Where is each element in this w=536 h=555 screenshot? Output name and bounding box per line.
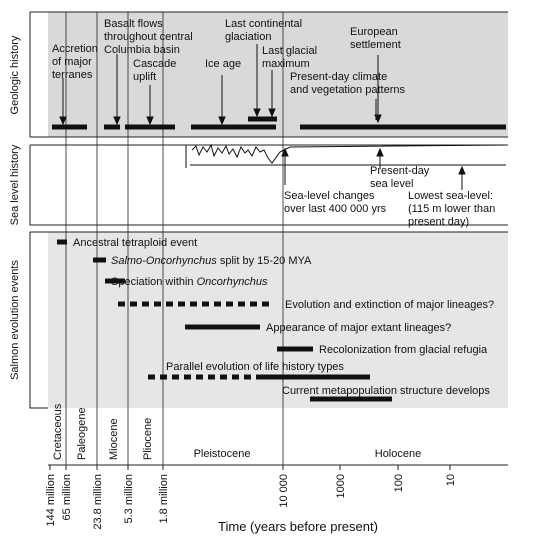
- event-text: Appearance of major extant lineages?: [266, 322, 451, 334]
- geologic-label: glaciation: [225, 31, 271, 43]
- sea-level-label: Sea-level changes: [284, 190, 375, 202]
- sea-level-label: (115 m lower than: [408, 203, 495, 215]
- event-label: Parallel evolution of life history types: [166, 361, 344, 373]
- geologic-label: Ice age: [205, 58, 241, 70]
- tick-label: 65 million: [61, 474, 73, 520]
- geologic-label: European: [350, 26, 398, 38]
- tick-label: 1000: [335, 474, 347, 498]
- event-label: Ancestral tetraploid event: [73, 237, 197, 249]
- geologic-panel: [48, 12, 508, 137]
- epoch-label: Holocene: [375, 448, 421, 460]
- epoch-label: Pleistocene: [194, 448, 251, 460]
- panel-label: Sea level history: [9, 144, 21, 225]
- tick-label: 144 million: [45, 474, 57, 527]
- tick-label: 1.8 million: [158, 474, 170, 524]
- tick-label: 10: [445, 474, 457, 486]
- event-text: Current metapopulation structure develop…: [282, 385, 490, 397]
- tick-label: 10 000: [278, 474, 290, 508]
- event-text: Salmo-Oncorhynchus: [111, 255, 217, 267]
- geologic-label: Accretion: [52, 43, 98, 55]
- epoch-label: Pliocene: [142, 418, 154, 460]
- event-label: Evolution and extinction of major lineag…: [285, 299, 494, 311]
- sea-level-label: present day): [408, 216, 469, 228]
- event-text: split by 15-20 MYA: [217, 255, 312, 267]
- event-label: Speciation within Oncorhynchus: [111, 276, 268, 288]
- event-label: Appearance of major extant lineages?: [266, 322, 451, 334]
- geologic-label: Last glacial: [262, 45, 317, 57]
- epoch-label: Paleogene: [76, 407, 88, 460]
- event-bars: [57, 239, 392, 402]
- geologic-label: settlement: [350, 39, 401, 51]
- event-text: Speciation within: [111, 276, 194, 288]
- tick-label: 23.8 million: [92, 474, 104, 530]
- axis-title: Time (years before present): [218, 519, 378, 534]
- event-label: Recolonization from glacial refugia: [319, 344, 488, 356]
- frames: [29, 11, 508, 470]
- sea-level-label: sea level: [370, 178, 413, 190]
- event-label: Current metapopulation structure develop…: [282, 385, 490, 397]
- geologic-label: of major: [52, 56, 92, 68]
- geologic-label: uplift: [133, 71, 156, 83]
- tick-label: 5.3 million: [123, 474, 135, 524]
- geologic-label: Cascade: [133, 58, 176, 70]
- event-text: Parallel evolution of life history types: [166, 361, 344, 373]
- sea-level-label: Lowest sea-level:: [408, 190, 493, 202]
- geologic-label: Columbia basin: [104, 44, 180, 56]
- geologic-label: Basalt flows: [104, 18, 163, 30]
- geologic-label: Last continental: [225, 18, 302, 30]
- panel-label: Salmon evolution events: [9, 260, 21, 380]
- event-label: Salmo-Oncorhynchus split by 15-20 MYA: [111, 255, 312, 267]
- event-text: Evolution and extinction of major lineag…: [285, 299, 494, 311]
- geologic-label: terranes: [52, 69, 93, 81]
- geologic-bars: [52, 116, 506, 130]
- geologic-label: maximum: [262, 58, 310, 70]
- event-text: Ancestral tetraploid event: [73, 237, 197, 249]
- geologic-label: throughout central: [104, 31, 193, 43]
- sea-level-label: Present-day: [370, 165, 430, 177]
- epoch-label: Cretaceous: [52, 403, 64, 460]
- event-text: Recolonization from glacial refugia: [319, 344, 488, 356]
- geologic-label: Present-day climate: [290, 71, 387, 83]
- sea-level-label: over last 400 000 yrs: [284, 203, 387, 215]
- arrows: [59, 44, 507, 190]
- event-text: Oncorhynchus: [194, 276, 268, 288]
- epoch-label: Miocene: [108, 418, 120, 460]
- tick-label: 100: [393, 474, 405, 492]
- panel-label: Geologic history: [9, 35, 21, 114]
- geologic-label: and vegetation patterns: [290, 84, 405, 96]
